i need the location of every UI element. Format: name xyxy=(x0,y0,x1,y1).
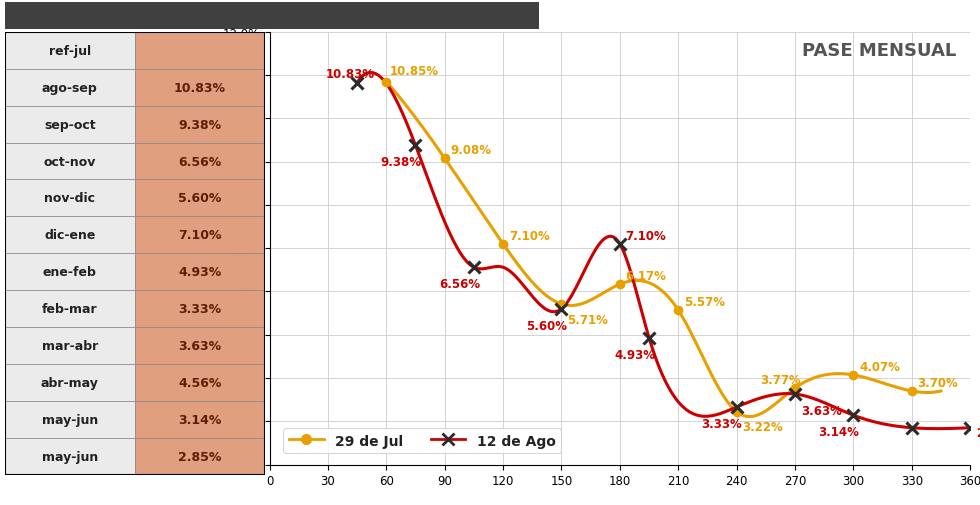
Bar xyxy=(5,33,135,70)
Text: 10.83%: 10.83% xyxy=(173,82,225,94)
Bar xyxy=(135,364,265,401)
Bar xyxy=(135,327,265,364)
Bar xyxy=(5,327,135,364)
Text: sep-oct: sep-oct xyxy=(44,118,96,131)
Text: 3.33%: 3.33% xyxy=(702,417,742,430)
Text: 3.63%: 3.63% xyxy=(178,339,221,352)
Text: 9.38%: 9.38% xyxy=(380,156,421,169)
Bar xyxy=(5,180,135,217)
Bar xyxy=(135,290,265,327)
Text: abr-may: abr-may xyxy=(41,376,99,389)
Bar xyxy=(5,70,135,107)
Text: may-jun: may-jun xyxy=(42,413,98,426)
Text: feb-mar: feb-mar xyxy=(42,302,98,316)
Bar xyxy=(5,438,135,475)
Bar xyxy=(135,180,265,217)
Text: 3.14%: 3.14% xyxy=(818,425,859,438)
Bar xyxy=(135,143,265,180)
Bar xyxy=(5,143,135,180)
Text: 4.07%: 4.07% xyxy=(859,360,901,373)
Bar xyxy=(5,401,135,438)
Text: 2.85%: 2.85% xyxy=(178,450,221,463)
Bar xyxy=(5,107,135,143)
Text: nov-dic: nov-dic xyxy=(44,192,95,205)
Text: ago-sep: ago-sep xyxy=(42,82,98,94)
Text: 7.10%: 7.10% xyxy=(509,229,550,242)
Text: 4.56%: 4.56% xyxy=(178,376,221,389)
Text: 9.38%: 9.38% xyxy=(178,118,221,131)
Text: 3.33%: 3.33% xyxy=(178,302,221,316)
Bar xyxy=(5,290,135,327)
Text: 10.83%: 10.83% xyxy=(326,68,375,81)
Text: 3.14%: 3.14% xyxy=(178,413,221,426)
Text: PASE MENSUAL: PASE MENSUAL xyxy=(802,41,956,60)
Text: 3.77%: 3.77% xyxy=(760,373,801,386)
Text: 5.71%: 5.71% xyxy=(567,313,609,326)
Bar xyxy=(5,217,135,254)
Text: 6.56%: 6.56% xyxy=(178,155,221,168)
Text: 3.70%: 3.70% xyxy=(917,376,958,389)
Text: 10.85%: 10.85% xyxy=(390,65,439,78)
Text: 5.57%: 5.57% xyxy=(684,295,725,309)
Bar xyxy=(135,217,265,254)
Text: 2.85%: 2.85% xyxy=(976,426,980,439)
Text: 5.60%: 5.60% xyxy=(178,192,221,205)
Text: 5.60%: 5.60% xyxy=(526,319,567,332)
Text: 6.17%: 6.17% xyxy=(625,270,666,282)
Text: 3.22%: 3.22% xyxy=(743,421,783,433)
Bar xyxy=(135,70,265,107)
Bar xyxy=(135,438,265,475)
Text: 4.93%: 4.93% xyxy=(614,348,655,361)
Bar xyxy=(5,254,135,290)
Text: 3.63%: 3.63% xyxy=(801,404,842,417)
Text: ref-jul: ref-jul xyxy=(49,45,91,58)
Bar xyxy=(135,401,265,438)
Bar xyxy=(135,107,265,143)
Bar xyxy=(135,33,265,70)
Text: 7.10%: 7.10% xyxy=(178,229,221,242)
Text: oct-nov: oct-nov xyxy=(44,155,96,168)
Text: dic-ene: dic-ene xyxy=(44,229,95,242)
Text: 4.93%: 4.93% xyxy=(178,266,221,279)
Bar xyxy=(5,364,135,401)
Text: 9.08%: 9.08% xyxy=(451,144,492,157)
Text: 6.56%: 6.56% xyxy=(439,278,480,290)
Text: may-jun: may-jun xyxy=(42,450,98,463)
Text: 7.10%: 7.10% xyxy=(625,229,666,242)
Legend: 29 de Jul, 12 de Ago: 29 de Jul, 12 de Ago xyxy=(283,428,561,453)
Text: ene-feb: ene-feb xyxy=(43,266,97,279)
Text: mar-abr: mar-abr xyxy=(42,339,98,352)
Bar xyxy=(135,254,265,290)
